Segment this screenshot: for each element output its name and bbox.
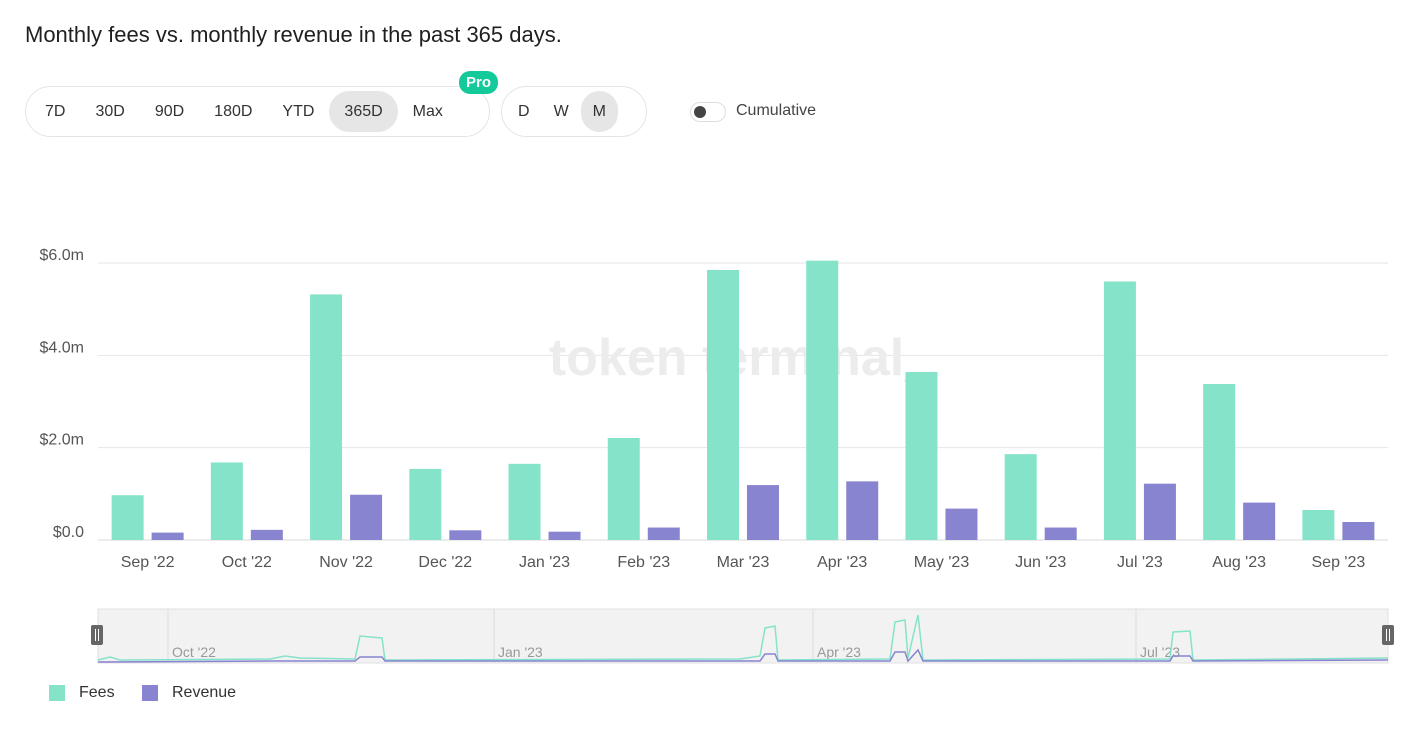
bar-fees-6 [707, 269, 739, 540]
x-tick-label: Dec '22 [418, 554, 472, 571]
range-option-90d[interactable]: 90D [154, 103, 185, 120]
x-tick-label: Sep '23 [1312, 554, 1366, 571]
granularity-option-m[interactable]: M [580, 91, 618, 132]
bar-fees-1 [210, 462, 243, 540]
bar-revenue-10 [1143, 483, 1176, 540]
x-tick-label: Feb '23 [617, 554, 670, 571]
x-tick-label: Jun '23 [1015, 554, 1066, 571]
navigator-right-handle[interactable] [1382, 625, 1394, 645]
bar-fees-12 [1302, 509, 1335, 540]
legend-swatch-revenue [142, 685, 158, 701]
range-option-ytd[interactable]: YTD [282, 103, 315, 120]
bar-revenue-2 [350, 494, 383, 540]
bar-fees-11 [1203, 383, 1236, 540]
bar-fees-10 [1103, 281, 1136, 540]
bar-fees-7 [806, 260, 839, 540]
y-tick-label: $4.0m [40, 339, 84, 356]
granularity-option-w[interactable]: W [553, 103, 569, 120]
x-tick-label: Apr '23 [817, 554, 867, 571]
navigator-revenue-line [97, 648, 1389, 663]
navigator-left-handle[interactable] [91, 625, 103, 645]
legend-label-fees: Fees [79, 684, 115, 701]
cumulative-label: Cumulative [736, 102, 817, 119]
x-tick-label: Jan '23 [519, 554, 570, 571]
bar-fees-5 [607, 437, 640, 540]
x-tick-label: Sep '22 [121, 554, 175, 571]
navigator-label: Jul '23 [1140, 644, 1180, 660]
bar-revenue-0 [151, 532, 184, 540]
navigator-fees-line [97, 614, 1389, 661]
range-option-365d[interactable]: 365D [329, 91, 398, 132]
bar-revenue-6 [747, 485, 779, 540]
bar-revenue-3 [449, 530, 482, 540]
legend-item-fees[interactable]: Fees [49, 684, 115, 702]
range-option-30d[interactable]: 30D [95, 103, 125, 120]
granularity-option-d[interactable]: D [518, 103, 530, 120]
navigator-label: Apr '23 [817, 644, 861, 660]
bar-fees-2 [310, 294, 343, 540]
x-tick-label: Aug '23 [1212, 554, 1266, 571]
x-tick-label: Oct '22 [222, 554, 272, 571]
bar-revenue-7 [846, 481, 879, 540]
x-tick-label: Jul '23 [1117, 554, 1163, 571]
bar-fees-9 [1004, 454, 1037, 540]
bar-fees-4 [508, 463, 541, 540]
bar-revenue-4 [548, 531, 581, 540]
navigator [97, 608, 1389, 664]
bar-revenue-5 [647, 527, 680, 540]
bar-revenue-12 [1342, 521, 1375, 540]
navigator-label: Oct '22 [172, 644, 216, 660]
legend-item-revenue[interactable]: Revenue [142, 684, 236, 702]
bar-revenue-9 [1044, 527, 1077, 540]
chart-title: Monthly fees vs. monthly revenue in the … [25, 22, 562, 47]
legend-swatch-fees [49, 685, 65, 701]
watermark: token terminal_ [549, 329, 934, 387]
cumulative-toggle[interactable] [690, 102, 726, 122]
range-selector: 7D 30D 90D 180D YTD 365D Max [25, 86, 490, 137]
x-tick-label: May '23 [914, 554, 970, 571]
bar-fees-0 [111, 495, 144, 540]
x-tick-label: Nov '22 [319, 554, 373, 571]
range-option-max[interactable]: Max [412, 103, 443, 120]
legend-label-revenue: Revenue [172, 684, 237, 701]
navigator-label: Jan '23 [498, 644, 543, 660]
bar-fees-8 [905, 371, 938, 540]
bar-revenue-11 [1243, 502, 1276, 540]
y-tick-label: $0.0 [53, 524, 84, 541]
bar-fees-3 [409, 468, 442, 540]
range-option-7d[interactable]: 7D [45, 103, 66, 120]
toggle-knob [694, 106, 706, 118]
pro-badge: Pro [459, 71, 499, 94]
bar-revenue-1 [250, 529, 283, 540]
bar-revenue-8 [945, 508, 978, 540]
x-tick-label: Mar '23 [717, 554, 770, 571]
y-tick-label: $2.0m [40, 432, 84, 449]
y-tick-label: $6.0m [40, 247, 84, 264]
range-option-180d[interactable]: 180D [214, 103, 253, 120]
